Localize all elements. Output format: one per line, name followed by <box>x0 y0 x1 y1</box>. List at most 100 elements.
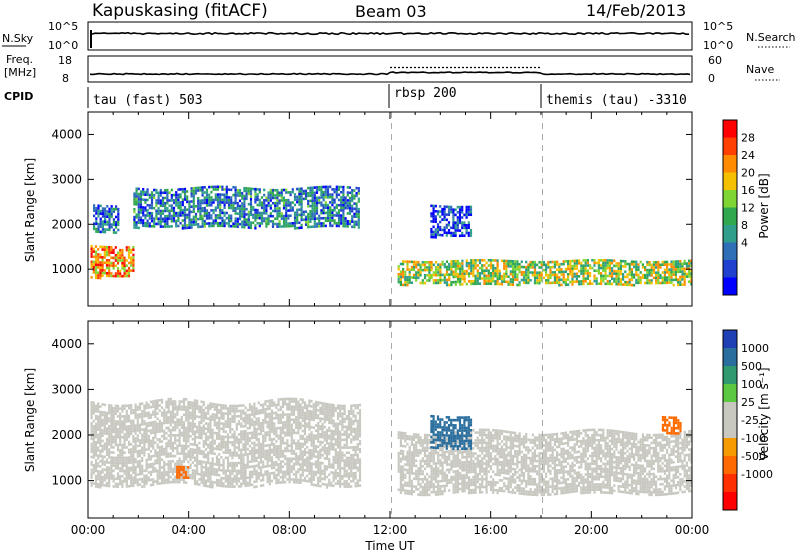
velocity-cell <box>211 485 214 489</box>
velocity-cell <box>110 466 113 470</box>
velocity-cell <box>231 456 234 460</box>
velocity-cell <box>218 460 221 464</box>
power-cell <box>553 260 556 264</box>
power-cell <box>589 266 592 270</box>
power-cell <box>430 273 433 277</box>
velocity-cell <box>248 473 252 476</box>
power-cell <box>571 283 574 286</box>
velocity-cell <box>255 443 258 447</box>
velocity-cell <box>112 479 115 483</box>
power-cell <box>181 227 184 230</box>
velocity-cell <box>202 416 205 420</box>
velocity-cell <box>193 414 197 418</box>
velocity-cell <box>99 439 102 442</box>
velocity-cell <box>114 412 117 415</box>
velocity-cell <box>303 432 307 436</box>
power-cell <box>470 272 473 275</box>
power-cell <box>285 212 288 215</box>
power-cell <box>604 261 607 265</box>
power-cell <box>351 215 354 218</box>
velocity-cell <box>268 415 271 418</box>
power-cell <box>489 264 493 267</box>
velocity-cell <box>97 449 100 452</box>
power-cell <box>485 274 488 278</box>
power-cell <box>135 216 138 219</box>
velocity-cell <box>235 480 238 483</box>
velocity-cell <box>224 440 227 444</box>
power-cell <box>260 222 264 225</box>
velocity-cell <box>286 460 289 463</box>
velocity-cell <box>248 424 252 427</box>
velocity-cell <box>286 423 289 427</box>
velocity-cell <box>244 424 247 428</box>
power-cell <box>225 216 228 220</box>
velocity-cell <box>154 428 157 431</box>
power-cell <box>441 263 444 266</box>
velocity-cell <box>156 477 159 480</box>
velocity-cell <box>185 426 188 430</box>
power-cell <box>258 203 261 207</box>
power-cell <box>142 206 145 209</box>
power-cell <box>430 212 433 215</box>
power-cell <box>426 266 429 269</box>
velocity-cell <box>226 422 230 426</box>
power-cell <box>511 275 515 279</box>
power-cell <box>260 211 264 215</box>
velocity-cell <box>244 414 247 417</box>
power-cell <box>97 214 100 218</box>
velocity-cell <box>202 445 205 448</box>
velocity-cell <box>114 404 117 408</box>
velocity-cell <box>94 474 98 478</box>
power-cell <box>243 210 246 213</box>
power-cell <box>639 260 642 264</box>
power-cell <box>527 281 530 285</box>
velocity-cell <box>222 443 225 446</box>
power-cell <box>337 224 341 228</box>
velocity-cell <box>114 425 117 428</box>
power-cell <box>683 272 686 276</box>
velocity-cell <box>189 411 192 415</box>
velocity-cell <box>270 456 274 459</box>
velocity-cell <box>114 441 117 444</box>
power-cell <box>104 223 107 226</box>
velocity-cell <box>222 414 225 418</box>
power-cell <box>630 283 633 287</box>
power-cell <box>615 282 618 286</box>
power-cell <box>212 224 215 228</box>
velocity-cell <box>255 469 258 473</box>
power-cell <box>256 211 259 215</box>
velocity-cell <box>152 423 155 427</box>
power-cell <box>320 196 323 199</box>
power-cell <box>443 208 446 211</box>
velocity-cell <box>182 413 186 417</box>
power-cell <box>681 275 684 279</box>
power-cell <box>461 231 464 235</box>
velocity-cell <box>253 415 256 419</box>
velocity-cell <box>233 485 236 488</box>
power-cell <box>595 269 598 272</box>
velocity-cell <box>171 480 175 484</box>
velocity-cell <box>123 404 126 408</box>
velocity-cell <box>279 444 282 448</box>
velocity-cell <box>187 434 190 438</box>
velocity-cell <box>306 459 309 462</box>
velocity-cell <box>308 477 311 481</box>
velocity-cell <box>246 421 249 425</box>
power-cell <box>245 207 248 211</box>
velocity-cell <box>108 430 111 433</box>
velocity-cell <box>244 471 247 475</box>
power-cell <box>313 201 316 205</box>
velocity-cell <box>308 451 311 455</box>
power-cell <box>522 271 526 274</box>
power-cell <box>265 206 268 210</box>
velocity-cell <box>174 413 177 416</box>
power-cell <box>351 196 354 200</box>
power-cell <box>245 189 248 193</box>
power-cell <box>139 195 143 199</box>
power-cell <box>219 198 222 202</box>
power-cell <box>276 191 279 195</box>
power-cell <box>300 195 303 198</box>
power-cell <box>564 260 567 263</box>
velocity-cell <box>185 465 188 469</box>
power-cell <box>267 204 270 207</box>
